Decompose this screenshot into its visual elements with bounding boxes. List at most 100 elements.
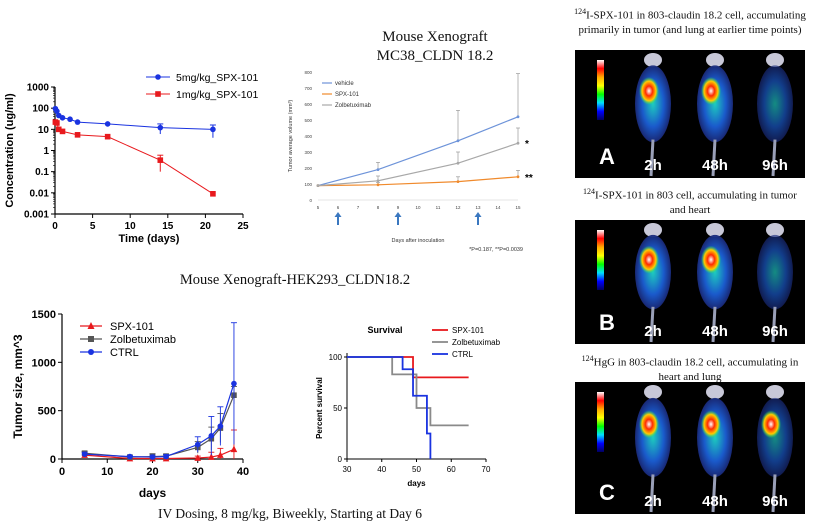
mouse-tail	[711, 139, 717, 177]
mouse-hotspot	[639, 245, 659, 274]
dosing-caption: IV Dosing, 8 mg/kg, Biweekly, Starting a…	[158, 506, 422, 521]
mc38-chart: 0 100 200 300 400 500 600 700 800 5 6 7 8 9 10 11 12 13 14…	[288, 70, 533, 253]
mc38-data-point	[316, 184, 320, 187]
timepoint-label: 96h	[762, 493, 788, 510]
panel-letter: A	[599, 144, 615, 169]
mouse-hotspot	[701, 245, 721, 274]
panel-letter: C	[599, 480, 615, 505]
pk-legend-marker	[155, 74, 161, 80]
pk-legend-label: 1mg/kg_SPX-101	[176, 89, 258, 101]
mc38-data-point	[456, 161, 460, 165]
mouse-head	[766, 53, 784, 67]
pk-legend-marker	[155, 91, 161, 97]
hek-x-tick-label: 20	[146, 466, 158, 478]
survival-series-line	[347, 356, 469, 427]
pk-x-axis-label: Time (days)	[119, 233, 180, 245]
pk-x-tick-label: 5	[90, 221, 96, 232]
mc38-series-line	[317, 176, 519, 187]
pk-data-point	[55, 126, 62, 133]
pk-y-tick-label: 0.01	[30, 188, 50, 199]
caption-c: 124HgG in 803-claudin 18.2 cell, accumul…	[581, 354, 799, 383]
mouse-body	[757, 65, 793, 143]
mc38-dosing-arrow-head	[394, 212, 402, 217]
mouse-body	[757, 234, 793, 310]
mc38-y-tick-label: 500	[304, 118, 312, 123]
hek-y-axis-label: Tumor size, mm^3	[11, 334, 25, 438]
mc38-x-tick-label: 15	[515, 205, 521, 210]
timepoint-label: 96h	[762, 323, 788, 340]
mc38-significance-mark: **	[525, 173, 533, 184]
pk-y-tick-label: 0.1	[35, 167, 49, 178]
pk-y-tick-label: 1	[43, 146, 49, 157]
mouse-tail	[711, 474, 717, 513]
mc38-dosing-arrow-head	[334, 212, 342, 217]
pk-data-point	[210, 126, 216, 133]
hek-x-tick-label: 10	[101, 466, 113, 478]
hek-x-tick-label: 0	[59, 466, 65, 478]
timepoint-label: 2h	[644, 157, 662, 174]
mc38-series-line	[317, 142, 519, 187]
mouse-hotspot	[761, 410, 781, 439]
mc38-y-tick-label: 0	[309, 198, 312, 203]
mc38-data-point	[376, 183, 380, 187]
hek-legend-label: Zolbetuximab	[110, 334, 176, 346]
pk-data-point	[210, 191, 216, 197]
mouse-tail	[649, 474, 655, 513]
mouse-hotspot	[639, 410, 659, 439]
mc38-data-point	[516, 141, 520, 145]
color-scale-bar	[597, 392, 604, 452]
hek-y-tick-label: 0	[50, 454, 56, 466]
survival-title: Survival	[367, 325, 402, 335]
timepoint-label: 48h	[702, 323, 728, 340]
pk-y-axis-label: Concentration (ug/ml)	[4, 93, 16, 208]
hek-data-point	[163, 453, 169, 460]
hek-data-point	[230, 445, 238, 453]
mc38-y-tick-label: 300	[304, 150, 312, 155]
timepoint-label: 96h	[762, 157, 788, 174]
mc38-data-point	[516, 115, 520, 119]
pk-data-point	[157, 124, 164, 131]
hek-data-point	[208, 453, 215, 460]
survival-y-axis-label: Percent survival	[315, 377, 324, 439]
mouse-image: 2h	[635, 385, 671, 513]
mouse-image: 48h	[697, 53, 733, 177]
mc38-y-tick-label: 400	[304, 134, 312, 139]
mouse-hotspot	[701, 410, 721, 439]
mouse-head	[706, 385, 724, 399]
pk-y-tick-label: 10	[38, 125, 50, 136]
mc38-x-tick-label: 6	[337, 205, 340, 210]
mouse-image: 96h	[757, 53, 793, 177]
mc38-x-tick-label: 9	[397, 205, 400, 210]
hek-data-point	[149, 454, 156, 460]
survival-x-tick-label: 40	[377, 465, 386, 474]
hek-data-point	[217, 451, 224, 458]
hek-data-point	[127, 453, 133, 460]
survival-y-tick-label: 0	[338, 455, 343, 464]
mc38-x-tick-label: 10	[415, 205, 421, 210]
hek-y-tick-label: 500	[38, 406, 56, 418]
mc38-title-line1: Mouse Xenograft	[382, 29, 488, 45]
mc38-x-tick-label: 13	[475, 205, 481, 210]
mc38-x-tick-label: 7	[357, 205, 360, 210]
mc38-y-tick-label: 700	[304, 86, 312, 91]
hek-data-point	[194, 441, 201, 448]
mc38-x-tick-label: 11	[436, 205, 441, 210]
mc38-legend-label: vehicle	[335, 81, 354, 87]
mc38-x-tick-label: 14	[495, 205, 501, 210]
mc38-x-tick-label: 12	[455, 205, 461, 210]
mc38-data-point	[456, 139, 460, 143]
hek-x-tick-label: 40	[237, 466, 249, 478]
hek-x-axis-label: days	[139, 486, 167, 500]
survival-series-line	[347, 356, 432, 459]
mc38-y-tick-label: 600	[304, 102, 312, 107]
mouse-head	[766, 223, 784, 237]
mouse-body	[697, 397, 733, 478]
hek-chart: 0 500 1000 1500 0 10 20 30 40 days Tumor size, mm^…	[11, 309, 249, 500]
mouse-image: 2h	[635, 53, 671, 177]
timepoint-label: 48h	[702, 493, 728, 510]
pk-data-point	[59, 128, 66, 135]
hek-data-point	[81, 451, 88, 457]
hek-y-tick-label: 1000	[32, 357, 56, 369]
mc38-series-line	[317, 116, 519, 187]
pk-data-point	[74, 119, 81, 125]
